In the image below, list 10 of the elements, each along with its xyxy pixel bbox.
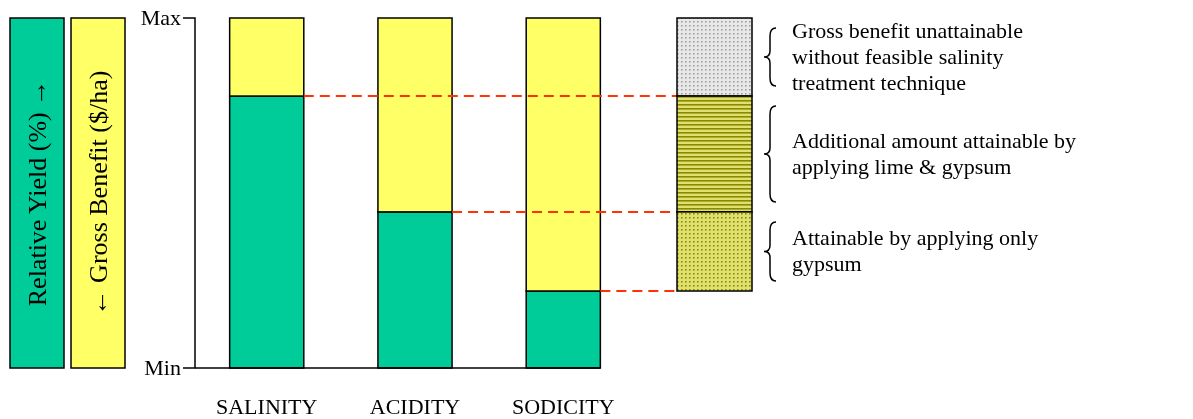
text: Additional amount attainable by applying lime & gypsum — [792, 127, 1077, 179]
text: Relative Yield (%) → — [23, 79, 52, 307]
text: Max — [140, 5, 181, 30]
text: Attainable by applying only gypsum — [792, 225, 1039, 277]
text: Min — [144, 355, 181, 380]
x-tick-label: ACIDITY — [369, 394, 461, 419]
text: Gross benefit unattainable without feasible salinity treatment technique — [792, 18, 1023, 96]
text: ← Gross Benefit ($/ha) — [84, 70, 113, 316]
x-tick-label: SALINITY — [216, 394, 318, 419]
x-tick-label: SODICITY — [511, 394, 615, 419]
